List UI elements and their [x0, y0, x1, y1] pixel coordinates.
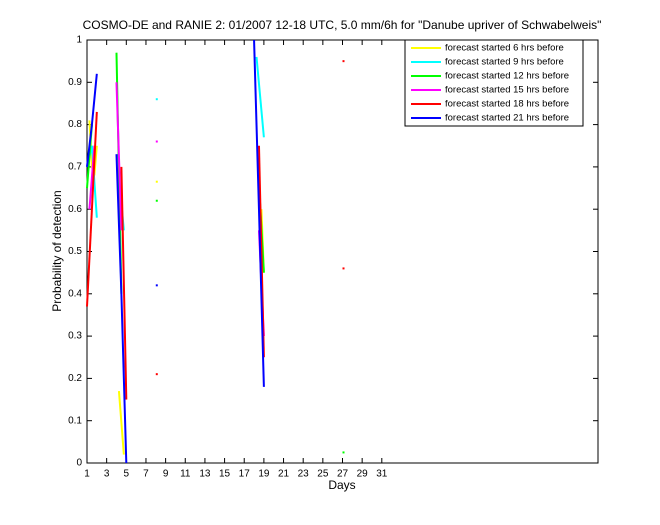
x-tick-label: 23 [298, 469, 310, 480]
x-tick-label: 11 [180, 469, 191, 480]
legend-label: forecast started 18 hrs before [445, 99, 569, 110]
y-tick-label: 1 [76, 35, 82, 46]
x-tick-label: 25 [317, 469, 329, 480]
y-tick-label: 0.9 [68, 77, 82, 88]
series-line [86, 73, 98, 168]
x-tick-label: 9 [163, 469, 169, 480]
y-tick-label: 0.8 [68, 119, 82, 130]
series-line [253, 39, 265, 387]
x-tick-label: 3 [104, 469, 110, 480]
legend-label: forecast started 12 hrs before [445, 71, 569, 82]
x-tick-label: 5 [124, 469, 130, 480]
x-tick-label: 19 [258, 469, 270, 480]
y-tick-label: 0 [76, 458, 82, 469]
y-axis-label: Probability of detection [50, 190, 64, 311]
series-line [255, 56, 265, 138]
legend-label: forecast started 6 hrs before [445, 43, 564, 54]
legend-box [404, 39, 584, 127]
series-line [120, 166, 128, 400]
y-tick-label: 0.7 [68, 162, 82, 173]
x-tick-label: 17 [239, 469, 251, 480]
x-tick-label: 1 [84, 469, 90, 480]
x-tick-label: 13 [199, 469, 211, 480]
x-tick-label: 21 [278, 469, 290, 480]
x-tick-label: 15 [219, 469, 231, 480]
x-tick-label: 7 [143, 469, 149, 480]
legend-label: forecast started 9 hrs before [445, 57, 564, 68]
series-line [115, 154, 128, 464]
x-tick-label: 31 [376, 469, 388, 480]
series-line [115, 82, 123, 231]
y-tick-label: 0.4 [68, 288, 82, 299]
chart-title: COSMO-DE and RANIE 2: 01/2007 12-18 UTC,… [83, 18, 602, 32]
x-tick-label: 29 [357, 469, 369, 480]
legend-label: forecast started 15 hrs before [445, 85, 569, 96]
y-tick-label: 0.1 [68, 415, 82, 426]
y-tick-label: 0.5 [68, 246, 82, 257]
series-line [88, 145, 96, 210]
series-line [117, 391, 125, 455]
series-line [86, 111, 98, 307]
y-tick-label: 0.6 [68, 204, 82, 215]
x-tick-label: 27 [337, 469, 349, 480]
y-tick-label: 0.3 [68, 331, 82, 342]
x-axis-label: Days [328, 478, 355, 492]
y-tick-label: 0.2 [68, 373, 82, 384]
legend-label: forecast started 21 hrs before [445, 113, 569, 124]
